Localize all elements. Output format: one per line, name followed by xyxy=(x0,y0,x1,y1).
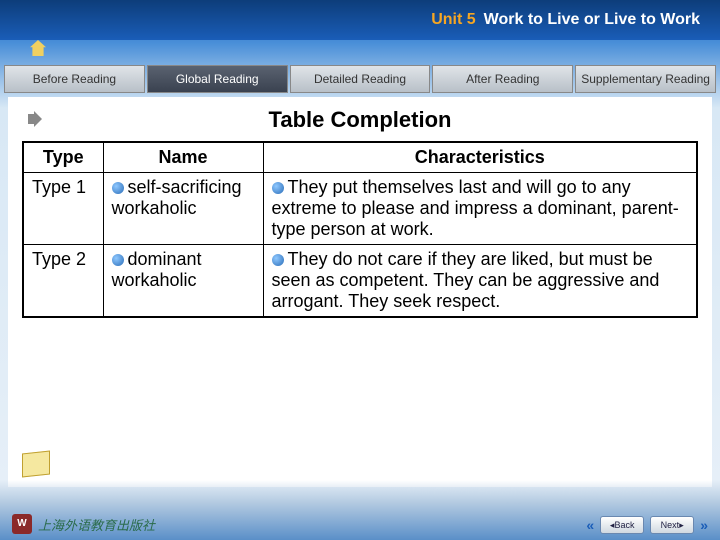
unit-label: Unit 5 xyxy=(431,11,475,29)
publisher-text: 上海外语教育出版社 xyxy=(38,515,155,534)
tab-global-reading[interactable]: Global Reading xyxy=(147,65,288,93)
next-button[interactable]: Next ▸ xyxy=(650,516,694,534)
chevron-right-icon: ▸ xyxy=(679,520,684,531)
unit-title: Work to Live or Live to Work xyxy=(484,11,700,29)
rewind-icon[interactable]: « xyxy=(586,517,594,533)
main-content: Table Completion Type Name Characteristi… xyxy=(8,97,712,487)
publisher: W 上海外语教育出版社 xyxy=(12,514,155,534)
publisher-logo-icon: W xyxy=(12,514,32,534)
next-label: Next xyxy=(661,520,680,530)
header-type: Type xyxy=(23,142,103,173)
tab-after-reading[interactable]: After Reading xyxy=(432,65,573,93)
nav-controls: « ◂ Back Next ▸ » xyxy=(586,516,708,534)
back-label: Back xyxy=(614,520,634,530)
header-name: Name xyxy=(103,142,263,173)
cell-type: Type 2 xyxy=(23,245,103,318)
home-icon[interactable] xyxy=(30,40,46,56)
cell-characteristics: They put themselves last and will go to … xyxy=(263,173,697,245)
cell-char-text: They do not care if they are liked, but … xyxy=(272,249,660,311)
header-characteristics: Characteristics xyxy=(263,142,697,173)
cell-name: dominant workaholic xyxy=(103,245,263,318)
cell-characteristics: They do not care if they are liked, but … xyxy=(263,245,697,318)
footer: W 上海外语教育出版社 « ◂ Back Next ▸ » xyxy=(0,480,720,540)
bullet-icon xyxy=(272,182,284,194)
cell-name-text: dominant workaholic xyxy=(112,249,202,290)
cell-name-text: self-sacrificing workaholic xyxy=(112,177,242,218)
notes-icon[interactable] xyxy=(22,451,50,478)
tab-before-reading[interactable]: Before Reading xyxy=(4,65,145,93)
tab-detailed-reading[interactable]: Detailed Reading xyxy=(290,65,431,93)
cell-char-text: They put themselves last and will go to … xyxy=(272,177,679,239)
top-banner: Unit 5 Work to Live or Live to Work xyxy=(0,0,720,40)
forward-icon[interactable]: » xyxy=(700,517,708,533)
cell-type: Type 1 xyxy=(23,173,103,245)
speaker-icon[interactable] xyxy=(28,109,52,129)
table-row: Type 1 self-sacrificing workaholic They … xyxy=(23,173,697,245)
table-row: Type 2 dominant workaholic They do not c… xyxy=(23,245,697,318)
bullet-icon xyxy=(112,182,124,194)
bullet-icon xyxy=(112,254,124,266)
section-title: Table Completion xyxy=(22,107,698,133)
cell-name: self-sacrificing workaholic xyxy=(103,173,263,245)
tab-supplementary-reading[interactable]: Supplementary Reading xyxy=(575,65,716,93)
tab-bar: Before Reading Global Reading Detailed R… xyxy=(0,65,720,93)
table-header-row: Type Name Characteristics xyxy=(23,142,697,173)
back-button[interactable]: ◂ Back xyxy=(600,516,644,534)
completion-table: Type Name Characteristics Type 1 self-sa… xyxy=(22,141,698,318)
bullet-icon xyxy=(272,254,284,266)
